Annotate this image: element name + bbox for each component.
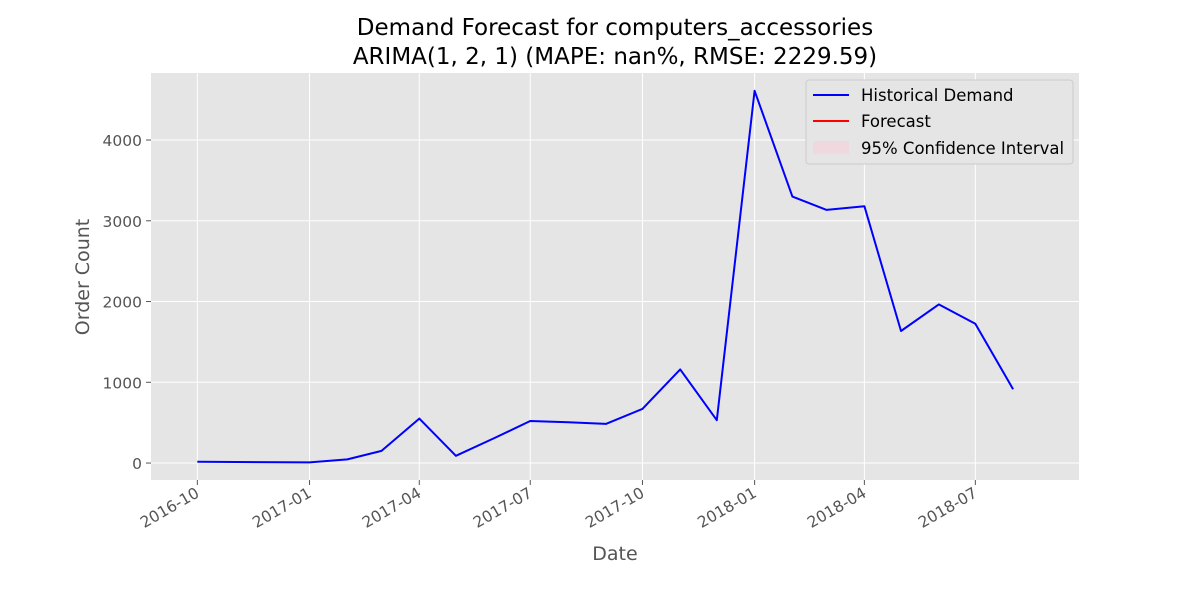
series-layer <box>197 89 1014 464</box>
legend-box <box>805 79 1074 165</box>
legend-marker-confidence-interval <box>813 141 849 154</box>
x-axis-label: Date <box>592 543 637 565</box>
y-tick-label: 3000 <box>103 213 142 231</box>
legend-label-forecast: Forecast <box>861 112 931 131</box>
legend-label-historical-demand: Historical Demand <box>861 86 1014 105</box>
y-tick-label: 0 <box>132 455 142 473</box>
chart-subtitle: ARIMA(1, 2, 1) (MAPE: nan%, RMSE: 2229.5… <box>353 44 877 70</box>
y-tick-label: 2000 <box>103 294 142 312</box>
y-tick-label: 1000 <box>103 374 142 392</box>
y-tick-label: 4000 <box>103 132 142 150</box>
y-axis-label: Order Count <box>72 219 94 335</box>
legend: Historical Demand Forecast 95% Confidenc… <box>805 79 1074 165</box>
legend-label-confidence-interval: 95% Confidence Interval <box>861 139 1064 158</box>
y-ticks: 0 1000 2000 3000 4000 <box>103 132 151 473</box>
chart-title: Demand Forecast for computers_accessorie… <box>357 15 873 41</box>
